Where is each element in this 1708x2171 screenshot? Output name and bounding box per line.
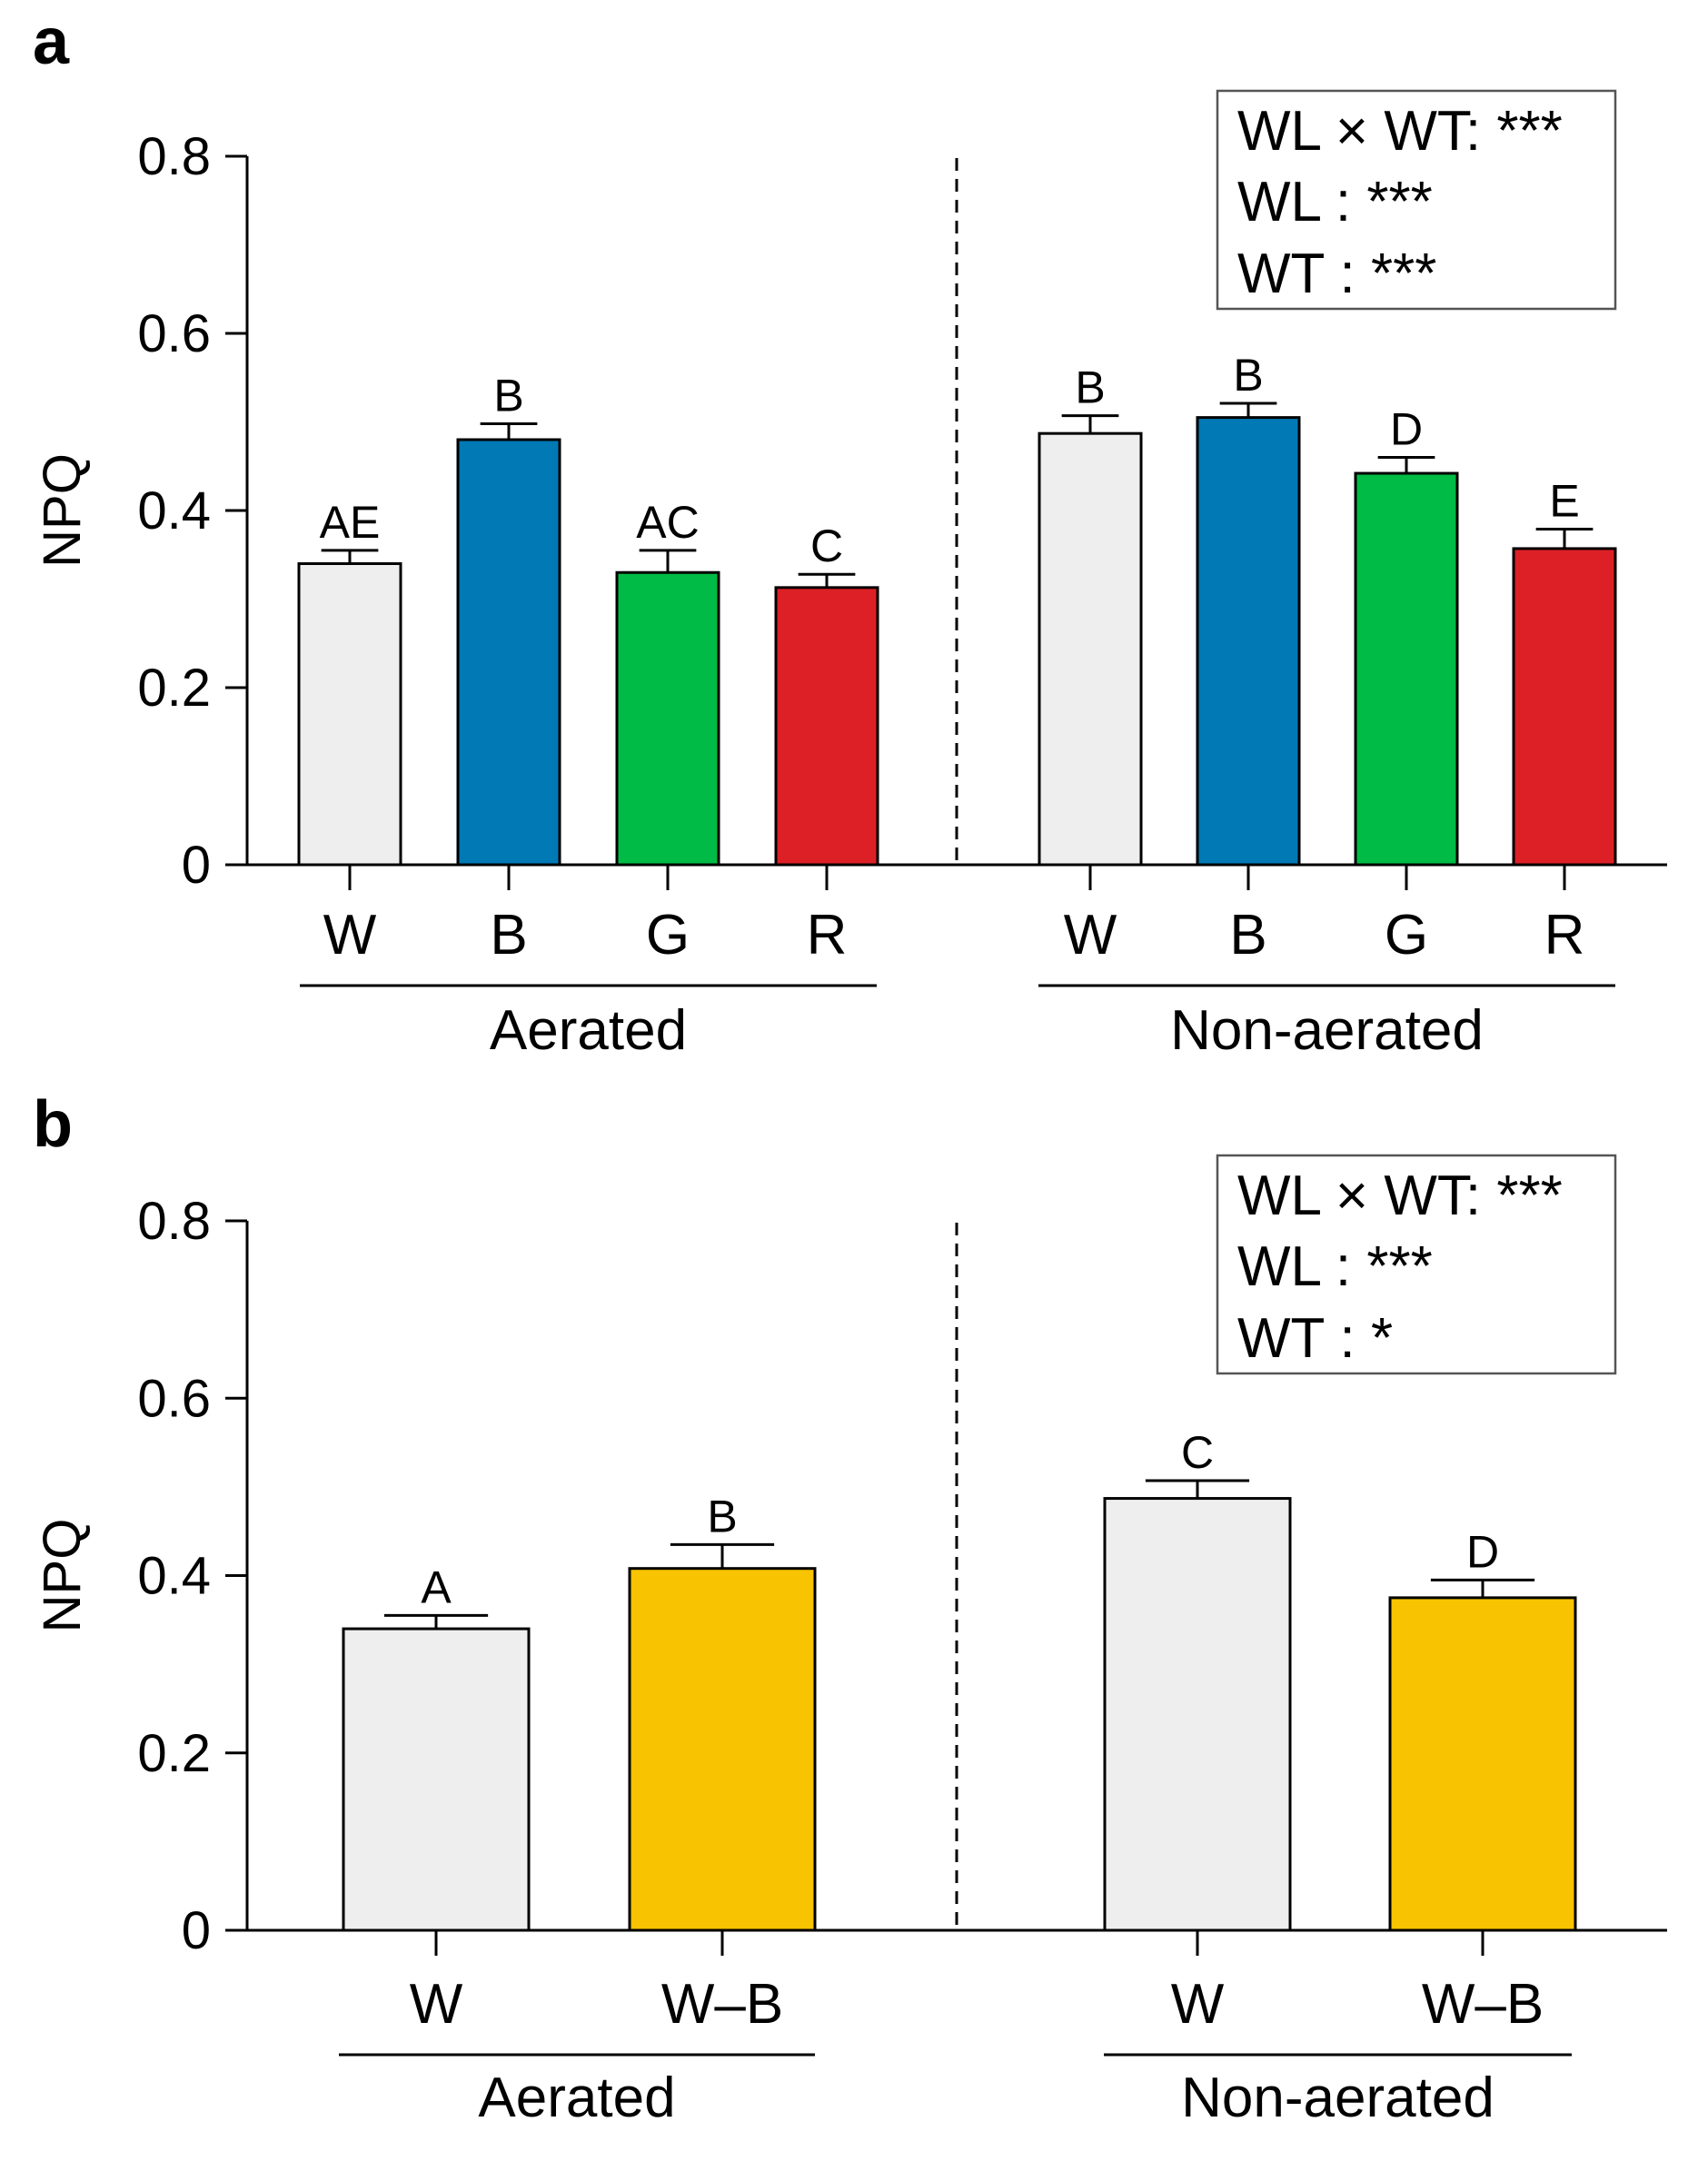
group-label-non-aerated: Non-aerated [1170, 999, 1484, 1062]
bar-aerated-b [456, 438, 561, 867]
y-tick-label: 0.6 [137, 1369, 211, 1428]
stats-line: WL : *** [1237, 1235, 1433, 1298]
stats-line: WT : *** [1237, 243, 1436, 305]
panel-b: b NPQ 0 0.2 0.4 0.6 0.8 A W B W–B Aerated C W D W–B Non-… [33, 1088, 1667, 2129]
stats-line: WL × WT: *** [1237, 1165, 1563, 1227]
bar-aerated-r [774, 586, 879, 867]
x-tick-label: R [807, 904, 848, 967]
y-tick-label: 0.8 [137, 127, 211, 186]
significance-letter: A [421, 1561, 452, 1612]
x-tick-label: W [1171, 1973, 1225, 2036]
y-axis-label: NPQ [33, 453, 92, 568]
significance-letter: B [493, 370, 523, 421]
bar-non-aerated-w–b [1388, 1596, 1577, 1932]
y-tick-label: 0.4 [137, 481, 211, 540]
stats-line: WL × WT: *** [1237, 100, 1563, 163]
y-tick-label: 0 [182, 1901, 211, 1960]
stats-line: WL : *** [1237, 171, 1433, 233]
x-tick-label: B [490, 904, 527, 967]
significance-letter: E [1549, 475, 1579, 526]
bar-non-aerated-w [1103, 1497, 1292, 1932]
x-tick-label: W [410, 1973, 463, 2036]
significance-letter: B [1075, 362, 1105, 413]
y-axis-label: NPQ [33, 1519, 92, 1633]
significance-letter: C [1181, 1427, 1214, 1478]
bar-aerated-w [297, 562, 402, 867]
bar-non-aerated-r [1512, 547, 1617, 867]
panel-letter: b [33, 1088, 73, 1161]
significance-letter: B [707, 1491, 737, 1542]
x-tick-label: G [1385, 904, 1428, 967]
y-tick-label: 0.2 [137, 659, 211, 718]
x-tick-label: W [1064, 904, 1117, 967]
bar-aerated-w [342, 1627, 531, 1932]
stats-legend-box [1216, 1154, 1617, 1375]
x-tick-label: G [646, 904, 690, 967]
bar-non-aerated-w [1038, 431, 1143, 867]
bar-non-aerated-g [1354, 471, 1459, 867]
significance-letter: D [1466, 1526, 1499, 1577]
x-tick-label: W–B [661, 1973, 783, 2036]
significance-letter: D [1390, 404, 1423, 455]
group-label-aerated: Aerated [490, 999, 687, 1062]
y-tick-label: 0.8 [137, 1192, 211, 1251]
y-tick-label: 0 [182, 836, 211, 895]
stats-line: WT : * [1237, 1307, 1393, 1370]
y-tick-label: 0.2 [137, 1724, 211, 1783]
x-tick-label: W–B [1422, 1973, 1544, 2036]
significance-letter: AC [636, 497, 699, 548]
y-tick-label: 0.4 [137, 1547, 211, 1606]
group-label-non-aerated: Non-aerated [1181, 2067, 1494, 2129]
bar-non-aerated-b [1196, 416, 1301, 867]
bar-aerated-w–b [628, 1567, 817, 1932]
panel-letter: a [33, 5, 70, 78]
bar-aerated-g [615, 570, 720, 867]
group-label-aerated: Aerated [478, 2067, 675, 2129]
stats-legend-box [1216, 89, 1617, 311]
x-tick-label: B [1229, 904, 1266, 967]
x-tick-label: W [323, 904, 377, 967]
x-tick-label: R [1544, 904, 1585, 967]
panel-a: a NPQ 0 0.2 0.4 0.6 0.8 AE W B B AC G C R Aerated B W B B D G… [33, 5, 1667, 1062]
y-tick-label: 0.6 [137, 304, 211, 363]
significance-letter: B [1233, 350, 1263, 401]
significance-letter: C [810, 520, 843, 571]
significance-letter: AE [320, 497, 381, 548]
